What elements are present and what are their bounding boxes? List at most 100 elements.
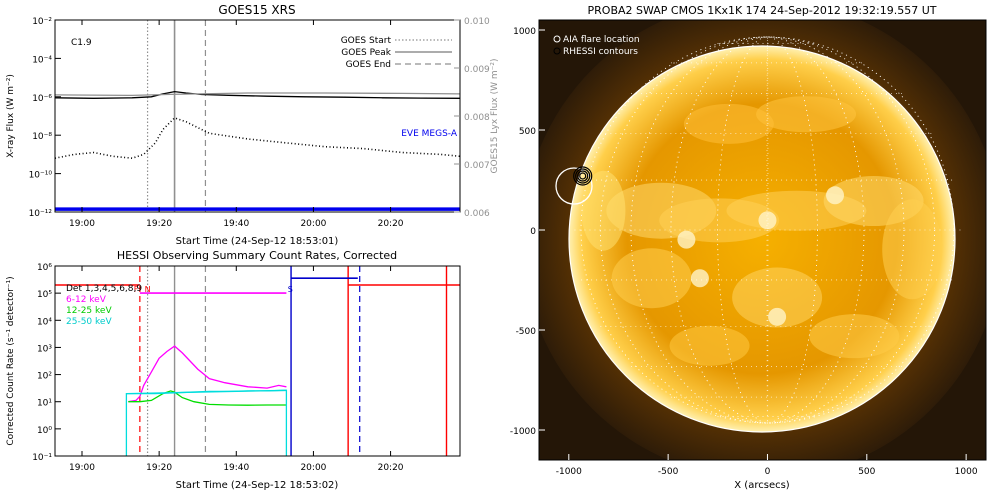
hessi-y-ticks: 10⁻¹ 10⁰ 10¹ 10² 10³ 10⁴ 10⁵ 10⁶	[32, 263, 61, 463]
legend-goes-peak: GOES Peak	[341, 48, 391, 58]
goes-series-2	[55, 116, 460, 160]
rhessi-contour-0	[579, 172, 587, 180]
hessi-series-3	[125, 389, 288, 456]
goes-xrs-panel: GOES15 XRS 19:00 19:20 19:40 20:00 20:20 10⁻…	[6, 3, 500, 247]
goes-ytick-label-2: 10⁻⁸	[32, 132, 52, 142]
swap-image-frame	[538, 19, 987, 461]
swap-xtick-label-0: -1000	[556, 467, 582, 477]
grid-longitude-6	[717, 36, 818, 424]
goes-annotation: C1.9	[71, 38, 92, 48]
goes-ytick-label-4: 10⁻⁴	[32, 55, 52, 65]
grid-longitude-10	[580, 36, 955, 424]
legend-aia-label: AIA flare location	[563, 35, 640, 45]
legend-det: Det 1,3,4,5,6,8,9	[66, 284, 142, 294]
active-region-8	[756, 96, 857, 133]
hessi-x-ticks: 19:00 19:20 19:40 20:00 20:20	[69, 266, 404, 473]
hessi-xtick-label-1: 19:20	[146, 463, 172, 473]
bright-point-0	[677, 230, 696, 249]
goes-y2tick-label-1: 0.007	[464, 161, 490, 171]
grid-longitude-7	[670, 36, 865, 424]
active-region-9	[683, 103, 774, 144]
hessi-ytick-label-2: 10¹	[37, 399, 52, 409]
aia-flare-location-marker	[555, 167, 593, 205]
goes-x-ticks: 19:00 19:20 19:40 20:00 20:20	[69, 20, 404, 229]
hessi-xtick-label-4: 20:20	[378, 463, 404, 473]
hessi-series-0	[128, 345, 287, 403]
hessi-series-1	[128, 390, 287, 406]
active-region-11	[882, 199, 943, 300]
goes-legend: GOES Start GOES Peak GOES End	[341, 36, 452, 70]
goes-y2tick-label-3: 0.009	[464, 65, 490, 75]
active-region-5	[732, 267, 823, 328]
rhessi-contours	[573, 166, 593, 186]
swap-image	[539, 20, 986, 460]
goes-ytick-label-1: 10⁻¹⁰	[29, 171, 53, 181]
goes-xtick-label-1: 19:20	[146, 219, 172, 229]
swap-ytick-label-4: 1000	[513, 27, 536, 37]
hessi-panel: HESSI Observing Summary Count Rates, Cor…	[6, 249, 461, 491]
swap-ytick-label-0: -1000	[510, 427, 536, 437]
swap-ytick-label-1: -500	[516, 327, 537, 337]
hessi-ytick-label-1: 10⁰	[37, 426, 52, 436]
hessi-ytick-label-5: 10⁴	[37, 317, 52, 327]
goes-ytick-label-5: 10⁻²	[32, 17, 52, 27]
bright-point-2	[826, 186, 845, 205]
sun-limb	[568, 45, 956, 433]
swap-legend: AIA flare location RHESSI contours	[553, 35, 640, 57]
rhessi-contour-1	[577, 170, 589, 182]
hessi-flag-0: F	[134, 285, 139, 294]
legend-goes-end: GOES End	[346, 60, 391, 70]
goes-ylabel-right: GOES15 Lyx Flux (W m⁻²)	[490, 59, 500, 174]
goes-y2tick-label-0: 0.006	[464, 209, 490, 219]
legend-25-50: 25-50 keV	[66, 317, 112, 327]
active-region-6	[669, 325, 750, 366]
swap-ytick-label-3: 500	[519, 127, 536, 137]
swap-xtick-label-2: 0	[765, 467, 771, 477]
swap-xtick-label-1: -500	[658, 467, 679, 477]
goes-ylabel: X-ray Flux (W m⁻²)	[6, 74, 16, 158]
goes-y-ticks: 10⁻¹² 10⁻¹⁰ 10⁻⁸ 10⁻⁶ 10⁻⁴ 10⁻²	[29, 17, 61, 219]
rhessi-contour-3	[573, 166, 593, 186]
swap-ytick-label-2: 0	[530, 227, 536, 237]
goes-y2tick-label-4: 0.010	[464, 17, 490, 27]
swap-xtick-label-3: 500	[858, 467, 875, 477]
swap-title: PROBA2 SWAP CMOS 1Kx1K 174 24-Sep-2012 1…	[588, 4, 937, 17]
swap-xtick-label-4: 1000	[955, 467, 978, 477]
goes-xtick-label-4: 20:20	[378, 219, 404, 229]
swap-image-panel: PROBA2 SWAP CMOS 1Kx1K 174 24-Sep-2012 1…	[510, 4, 987, 491]
legend-rhessi-symbol	[553, 47, 561, 55]
bright-point-4	[690, 269, 709, 288]
legend-12-25: 12-25 keV	[66, 306, 112, 316]
hessi-xtick-label-0: 19:00	[69, 463, 95, 473]
sun-active-regions	[581, 96, 943, 366]
swap-y-ticks: -1000 -500 0 500 1000	[510, 27, 545, 437]
grid-longitude-8	[630, 36, 905, 424]
goes-y2-ticks: 0.006 0.007 0.008 0.009 0.010	[454, 17, 490, 219]
goes-plot-area	[55, 20, 460, 212]
goes-xlabel: Start Time (24-Sep-12 18:53:01)	[176, 236, 339, 247]
bright-point-1	[758, 211, 777, 230]
hessi-plot-frame	[54, 265, 461, 457]
legend-aia-symbol	[553, 35, 561, 43]
hessi-flag-1: N	[145, 285, 151, 294]
goes-xtick-label-0: 19:00	[69, 219, 95, 229]
goes-series-1	[55, 92, 460, 97]
active-region-10	[581, 170, 626, 251]
hessi-ytick-label-3: 10²	[37, 372, 52, 382]
bright-point-3	[768, 307, 787, 326]
hessi-title: HESSI Observing Summary Count Rates, Cor…	[117, 249, 397, 262]
active-region-4	[611, 248, 692, 309]
goes-xtick-label-3: 20:00	[300, 219, 326, 229]
hessi-flag-2: S	[288, 285, 293, 294]
hessi-xtick-label-3: 20:00	[300, 463, 326, 473]
swap-xlabel: X (arcsecs)	[734, 480, 790, 491]
hessi-ytick-label-0: 10⁻¹	[32, 453, 52, 463]
hessi-legend: Det 1,3,4,5,6,8,9 6-12 keV 12-25 keV 25-…	[66, 284, 142, 327]
hessi-xtick-label-2: 19:40	[223, 463, 249, 473]
hessi-plot-area	[55, 266, 460, 456]
goes-y2tick-label-2: 0.008	[464, 113, 490, 123]
hessi-xlabel: Start Time (24-Sep-12 18:53:02)	[176, 480, 339, 491]
legend-goes-start: GOES Start	[341, 36, 392, 46]
